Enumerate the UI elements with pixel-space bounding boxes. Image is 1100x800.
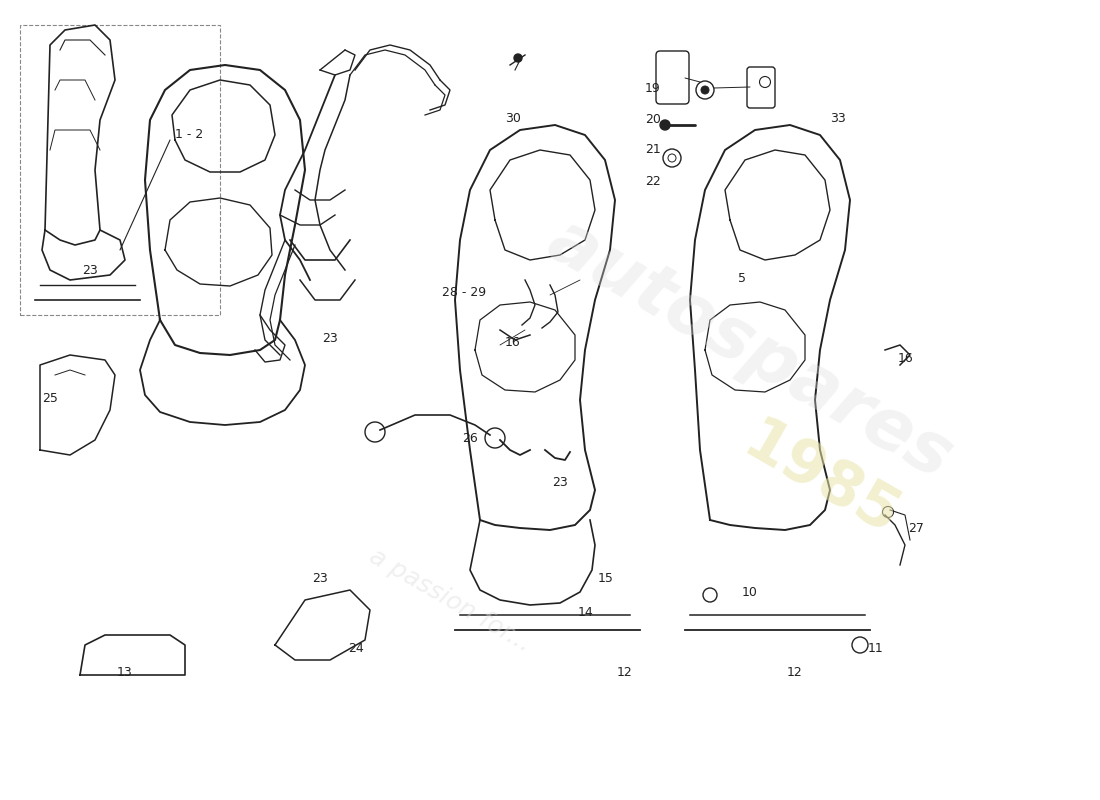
Text: a passion for...: a passion for... bbox=[365, 544, 535, 656]
Text: 24: 24 bbox=[348, 642, 364, 654]
Text: 12: 12 bbox=[617, 666, 632, 678]
Text: 21: 21 bbox=[645, 143, 661, 156]
Text: 23: 23 bbox=[552, 475, 568, 489]
Circle shape bbox=[701, 86, 710, 94]
Text: 13: 13 bbox=[117, 666, 133, 678]
Text: 19: 19 bbox=[645, 82, 661, 95]
Text: 23: 23 bbox=[322, 331, 338, 345]
Text: 15: 15 bbox=[598, 571, 614, 585]
Text: 5: 5 bbox=[738, 271, 746, 285]
Text: 23: 23 bbox=[82, 263, 98, 277]
Text: 11: 11 bbox=[868, 642, 883, 654]
Circle shape bbox=[514, 54, 522, 62]
Text: 26: 26 bbox=[462, 431, 477, 445]
FancyBboxPatch shape bbox=[747, 67, 776, 108]
Text: 16: 16 bbox=[898, 351, 914, 365]
Text: 22: 22 bbox=[645, 175, 661, 188]
Circle shape bbox=[660, 120, 670, 130]
Text: 14: 14 bbox=[578, 606, 594, 618]
Text: autospares: autospares bbox=[536, 206, 965, 494]
Circle shape bbox=[485, 428, 505, 448]
Text: 23: 23 bbox=[312, 571, 328, 585]
Text: 30: 30 bbox=[505, 112, 521, 125]
Circle shape bbox=[668, 154, 676, 162]
Text: 27: 27 bbox=[908, 522, 924, 534]
Circle shape bbox=[852, 637, 868, 653]
Text: 28 - 29: 28 - 29 bbox=[442, 286, 486, 298]
Circle shape bbox=[703, 588, 717, 602]
Circle shape bbox=[882, 506, 893, 518]
FancyBboxPatch shape bbox=[656, 51, 689, 104]
Circle shape bbox=[759, 77, 770, 87]
Text: 25: 25 bbox=[42, 391, 58, 405]
Text: 16: 16 bbox=[505, 335, 520, 349]
Text: 10: 10 bbox=[742, 586, 758, 598]
Text: 12: 12 bbox=[788, 666, 803, 678]
Circle shape bbox=[696, 81, 714, 99]
Circle shape bbox=[663, 149, 681, 167]
Text: 33: 33 bbox=[830, 112, 846, 125]
Circle shape bbox=[365, 422, 385, 442]
Text: 1 - 2: 1 - 2 bbox=[175, 129, 204, 142]
Text: 1985: 1985 bbox=[732, 412, 909, 548]
Text: 20: 20 bbox=[645, 113, 661, 126]
